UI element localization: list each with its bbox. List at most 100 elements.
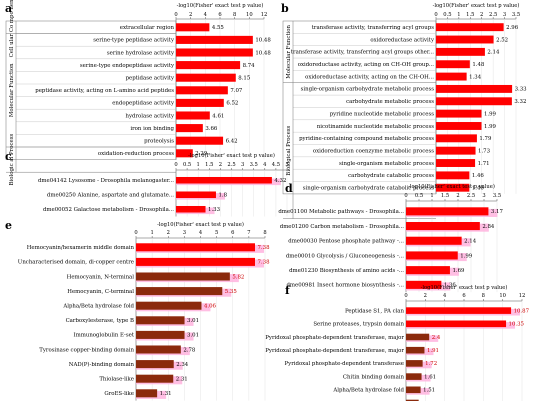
category-label: GroES-like: [104, 391, 134, 397]
category-label: Pyridoxal phosphate-dependent transferas…: [265, 348, 404, 354]
data-label: 1.36: [444, 283, 457, 289]
bar: [406, 207, 489, 216]
data-label: 3.33: [515, 87, 528, 93]
bar: [136, 389, 158, 398]
x-tick-label: 0: [404, 193, 407, 199]
x-tick-label: 4: [263, 162, 267, 168]
data-label: 8.15: [238, 76, 251, 82]
bar: [436, 47, 485, 56]
category-label: transferase activity, transferring acyl …: [312, 25, 434, 31]
x-tick-label: 5: [215, 230, 218, 236]
group-label: Molecular Function: [286, 24, 292, 78]
category-label: oxidoreductase activity: [370, 37, 435, 43]
x-tick-label: 4.5: [272, 162, 280, 168]
data-label: 4.32: [274, 178, 286, 184]
x-tick-label: 7: [247, 230, 250, 236]
panel-d: d -log10(Fisher' exact test p value)0 0.5 1…: [278, 182, 503, 293]
x-tick-label: 6: [218, 12, 221, 18]
data-label: 5.82: [232, 274, 244, 280]
x-tick-label: 10: [499, 293, 506, 299]
bar: [136, 243, 256, 252]
bar: [436, 146, 476, 155]
category-label: Carboxylesterase, type B: [66, 318, 134, 324]
data-label: 1.99: [460, 253, 473, 259]
category-label: dme00052 Galactose metabolism - Drosophi…: [43, 207, 174, 213]
category-label: Alpha/Beta hydrolase fold: [332, 388, 404, 394]
data-label: 10.48: [255, 50, 271, 56]
axis-title: -log10(Fisher' exact test p value): [188, 152, 275, 159]
x-tick-label: 3: [241, 162, 244, 168]
data-label: 1.61: [424, 374, 436, 380]
x-tick-label: 2: [219, 162, 222, 168]
panel-letter: d: [285, 182, 293, 195]
x-tick-label: 2.5: [467, 193, 475, 199]
data-label: 4.61: [212, 113, 224, 119]
category-label: Peptidase S1, PA clan: [345, 308, 404, 314]
category-label: NAD(P)-binding domain: [69, 361, 135, 368]
bar: [176, 136, 224, 145]
bar: [136, 316, 185, 325]
bar: [436, 171, 470, 180]
x-tick-label: 0: [404, 293, 407, 299]
x-tick-label: 2.5: [227, 162, 235, 168]
category-label: dme01100 Metabolic pathways - Drosophila…: [278, 209, 404, 215]
data-label: 10.87: [514, 308, 530, 314]
category-label: peptidase activity: [126, 76, 175, 82]
bar: [136, 287, 223, 296]
axis-title: -log10(Fisher' exact test p value): [433, 2, 520, 9]
category-label: nicotinamide nucleotide metabolic proces…: [317, 124, 434, 130]
x-tick-label: 8: [482, 293, 485, 299]
panel-e: e -log10(Fisher' exact test p value) 0 1 2 3 4…: [5, 219, 270, 401]
category-label: dme00981 Insect hormone biosynthesis -..…: [286, 283, 404, 289]
bar: [176, 61, 241, 70]
x-tick-label: 1: [430, 193, 433, 199]
category-label: carbohydrate catabolic process: [348, 173, 434, 179]
category-label: hydrolase activity: [125, 113, 174, 119]
x-tick-label: 3: [503, 12, 506, 18]
bar: [436, 134, 477, 143]
category-label: Immunoglobulin E-set: [74, 333, 135, 339]
data-label: 1.73: [478, 148, 491, 154]
x-tick-label: 1: [197, 162, 200, 168]
data-label: 3.01: [187, 318, 199, 324]
data-label: 2.34: [176, 362, 189, 368]
data-label: 1.79: [479, 136, 492, 142]
data-label: 10.35: [509, 322, 525, 328]
x-tick-label: 2: [456, 193, 459, 199]
category-label: single-organism carbohydrate metabolic p…: [301, 87, 435, 93]
panel-letter: f: [285, 284, 291, 297]
x-tick-label: 8: [233, 12, 236, 18]
bar: [176, 191, 216, 199]
x-tick-label: 0: [434, 12, 437, 18]
axis-title: -log10(Fisher' exact test p value): [408, 183, 495, 190]
category-label: serine hydrolase activity: [107, 50, 175, 56]
bar: [406, 266, 450, 275]
bar: [176, 149, 193, 158]
x-tick-label: 1: [457, 12, 460, 18]
x-tick-label: 4: [443, 293, 447, 299]
category-label: Tyrosinase copper-binding domain: [39, 347, 134, 353]
category-label: pyridine nucleotide metabolic process: [330, 111, 435, 117]
category-label: carbohydrate metabolic process: [346, 99, 434, 105]
data-label: 1.91: [427, 348, 439, 354]
group-label: Molecular Function: [9, 63, 15, 117]
category-label: dme00010 Glycolysis / Gluconeogenesis -.…: [286, 253, 404, 259]
data-label: 5.35: [225, 289, 238, 295]
bar: [436, 72, 467, 81]
data-label: 4.06: [204, 304, 217, 310]
x-tick-label: 4: [199, 230, 203, 236]
category-label: single-organism metabolic process: [339, 161, 434, 167]
x-tick-label: 2: [167, 230, 170, 236]
bar: [136, 360, 174, 369]
panel-a: a -log10(Fisher' exact test p value)0 2 4 6 8…: [5, 0, 271, 185]
x-tick-label: 3.5: [250, 162, 258, 168]
bar: [136, 272, 230, 281]
category-label: iron ion binding: [130, 126, 174, 132]
bar: [406, 307, 512, 314]
x-tick-label: 12: [519, 293, 526, 299]
group-label: Biologic al Process: [9, 134, 15, 186]
x-tick-label: 3.5: [493, 193, 501, 199]
bar: [436, 84, 513, 93]
bar: [406, 280, 442, 289]
category-label: serine-type endopeptidase activity: [80, 63, 175, 69]
